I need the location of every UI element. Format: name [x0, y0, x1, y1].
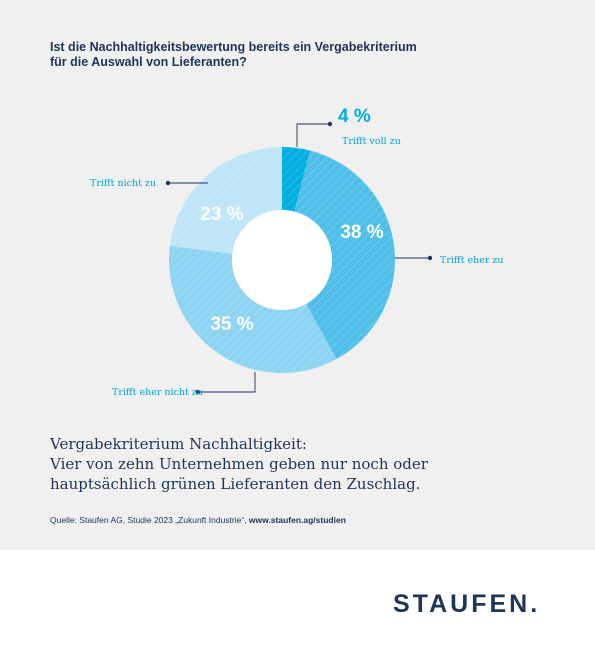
headline: Vergabekriterium Nachhaltigkeit: Vier vo…	[50, 434, 570, 494]
headline-line-1: Vergabekriterium Nachhaltigkeit:	[50, 435, 307, 453]
source-text: Quelle: Staufen AG, Studie 2023 „Zukunft…	[50, 515, 249, 525]
chart-question: Ist die Nachhaltigkeitsbewertung bereits…	[50, 40, 470, 70]
pie-slice-texture-4	[169, 147, 282, 254]
pie-slice-texture-3	[169, 245, 337, 373]
category-label-2: Trifft eher zu	[440, 255, 504, 266]
category-label-4: Trifft nicht zu	[90, 178, 156, 189]
pie-slice-texture-2	[294, 150, 395, 360]
question-line-1: Ist die Nachhaltigkeitsbewertung bereits…	[50, 40, 417, 54]
staufen-logo: STAUFEN.	[393, 590, 541, 618]
value-label-1: 4 %	[338, 106, 371, 127]
donut-hole	[232, 210, 332, 310]
leader-line-3	[198, 372, 256, 393]
leader-dot-4	[165, 180, 171, 186]
value-label-3: 35 %	[210, 314, 253, 335]
leader-dot-2	[427, 255, 433, 261]
source-link[interactable]: www.staufen.ag/studien	[248, 515, 346, 525]
pie-slice-texture-1	[282, 147, 311, 212]
headline-line-2: Vier von zehn Unternehmen geben nur noch…	[50, 455, 428, 473]
category-label-1: Trifft voll zu	[342, 136, 401, 147]
category-label-3: Trifft eher nicht zu	[112, 387, 203, 398]
value-label-4: 23 %	[200, 204, 243, 225]
value-label-2: 38 %	[340, 222, 383, 243]
headline-line-3: hauptsächlich grünen Lieferanten den Zus…	[50, 475, 421, 493]
donut-chart: 4 % Trifft voll zu 38 % Trifft eher zu 35 % T…	[90, 106, 504, 398]
source-note: Quelle: Staufen AG, Studie 2023 „Zukunft…	[50, 515, 346, 525]
leader-dot-3	[195, 389, 201, 395]
question-line-2: für die Auswahl von Lieferanten?	[50, 55, 247, 69]
leader-line-1	[296, 123, 330, 147]
leader-dot-1	[327, 121, 333, 127]
